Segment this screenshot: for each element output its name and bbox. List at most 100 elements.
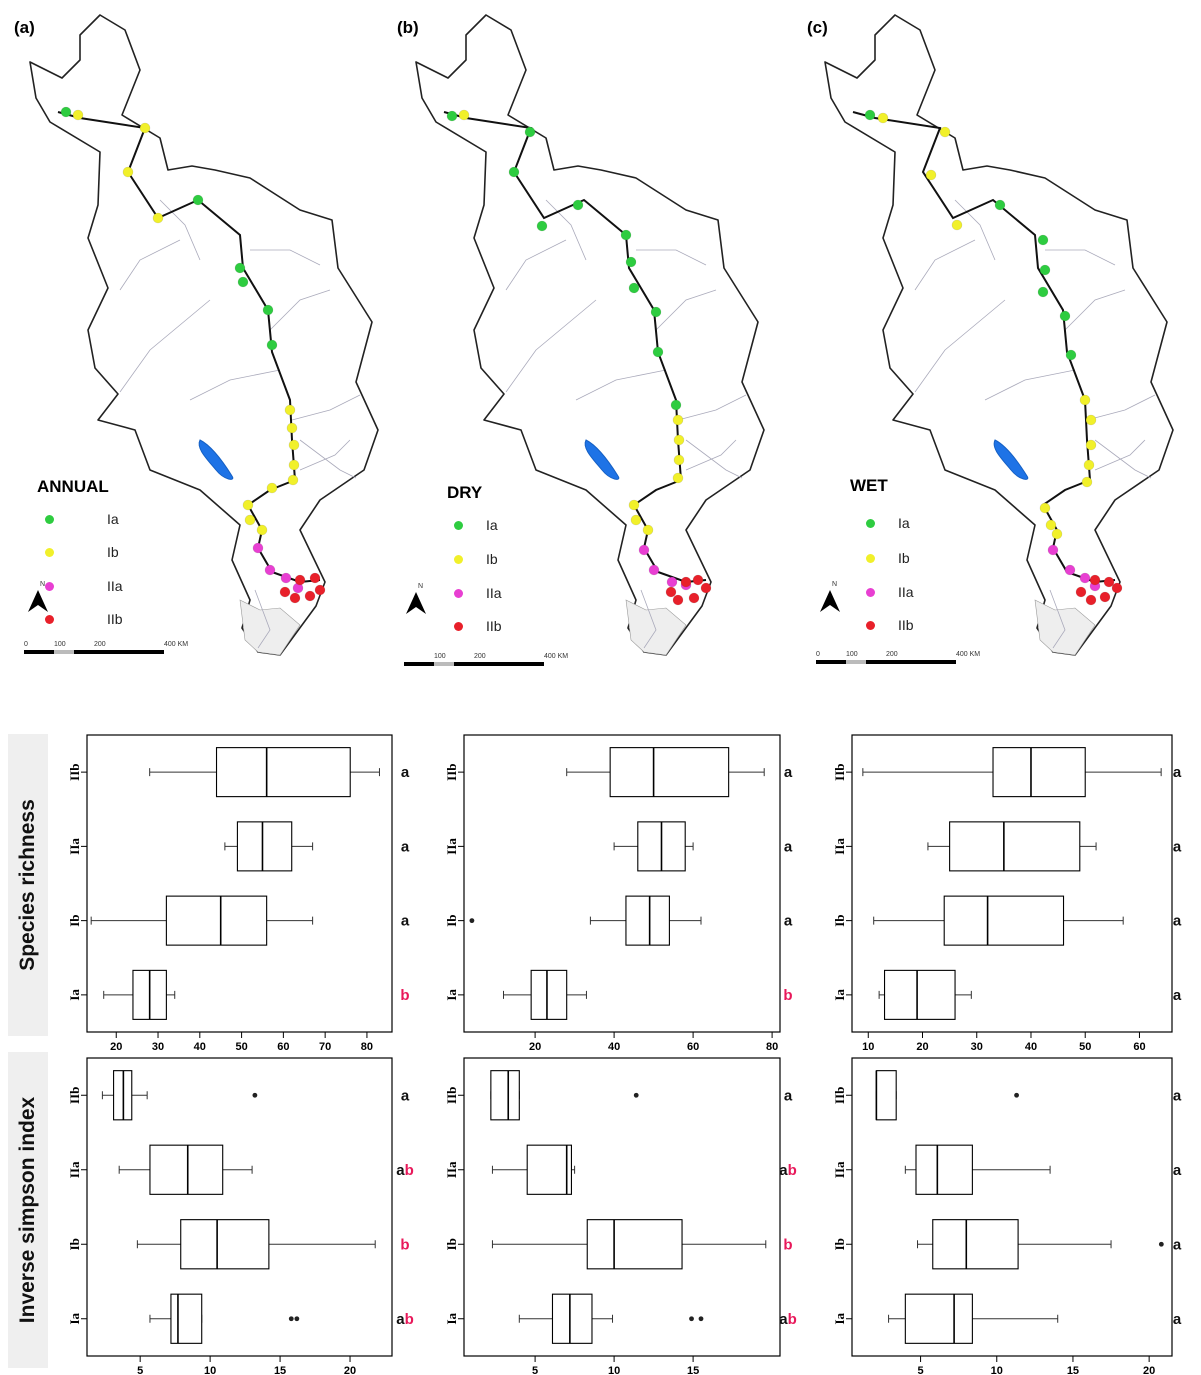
- significance-letter: ab: [396, 1311, 414, 1328]
- significance-letter: a: [1173, 1236, 1182, 1253]
- site-point: [672, 414, 684, 426]
- tributary: [119, 299, 211, 393]
- site-point: [877, 112, 889, 124]
- significance-letter: b: [783, 987, 792, 1004]
- scale-bar-segment: [886, 660, 956, 664]
- site-point: [666, 576, 678, 588]
- site-point: [665, 586, 677, 598]
- y-category-label: Ib: [444, 1238, 459, 1250]
- significance-letter-char: a: [1173, 913, 1182, 930]
- site-point: [1037, 234, 1049, 246]
- significance-letter-char: b: [400, 987, 409, 1004]
- site-point: [1075, 586, 1087, 598]
- basin-outline: [415, 14, 765, 656]
- tributary: [954, 199, 996, 261]
- x-tick-label: 70: [319, 1041, 331, 1053]
- significance-letter-char: b: [405, 1311, 414, 1328]
- legend-label-ib: Ib: [107, 544, 119, 560]
- significance-letter: a: [1173, 1311, 1182, 1328]
- box-Ib: Ib: [67, 895, 314, 946]
- box-IIb: IIb: [444, 1070, 639, 1121]
- basin-outline: [824, 14, 1174, 656]
- delta-area: [239, 599, 301, 656]
- scale-bar-segment: [24, 650, 54, 654]
- x-tick-label: 15: [1067, 1365, 1079, 1375]
- significance-letter-char: a: [1173, 1087, 1182, 1104]
- y-category-label: Ia: [67, 1312, 82, 1324]
- y-category-label: IIb: [832, 1087, 847, 1104]
- site-point: [1081, 476, 1093, 488]
- site-point: [122, 166, 134, 178]
- significance-letter-char: b: [400, 1236, 409, 1253]
- x-tick-label: 5: [918, 1365, 924, 1375]
- x-tick-label: 30: [152, 1041, 164, 1053]
- legend-dot-ia: [454, 521, 463, 530]
- site-point: [446, 110, 458, 122]
- box-IIb: IIb: [832, 747, 1162, 798]
- tributary: [269, 289, 331, 331]
- iqr-box: [165, 895, 268, 946]
- x-tick-label: 60: [1133, 1041, 1145, 1053]
- x-tick-label: 60: [687, 1041, 699, 1053]
- site-point: [72, 109, 84, 121]
- site-point: [652, 346, 664, 358]
- scale-bar-segment: [454, 662, 474, 666]
- significance-letter-char: b: [405, 1162, 414, 1179]
- box-Ia: Ia: [832, 1293, 1059, 1344]
- significance-letter-char: a: [779, 1162, 788, 1179]
- tributary: [1064, 289, 1126, 331]
- x-tick-label: 20: [916, 1041, 928, 1053]
- legend-dot-iia: [866, 588, 875, 597]
- significance-letter: b: [783, 1236, 792, 1253]
- site-point: [1089, 574, 1101, 586]
- scale-tick-label: 200: [886, 651, 898, 658]
- scale-tick-label: 200: [94, 641, 106, 648]
- x-tick-label: 10: [608, 1365, 620, 1375]
- legend-label-iia: IIa: [107, 578, 123, 594]
- panel-label-c: (c): [807, 18, 828, 37]
- legend-label-ia: Ia: [898, 515, 910, 531]
- x-tick-label: 5: [137, 1365, 143, 1375]
- site-point: [673, 454, 685, 466]
- x-tick-label: 15: [687, 1365, 699, 1375]
- significance-letter-char: a: [784, 1087, 793, 1104]
- site-point: [673, 434, 685, 446]
- significance-letter-char: a: [1173, 1162, 1182, 1179]
- site-point: [680, 576, 692, 588]
- x-tick-label: 10: [204, 1365, 216, 1375]
- x-tick-label: 5: [532, 1365, 538, 1375]
- significance-letter-char: a: [401, 913, 410, 930]
- box-Ib: Ib: [444, 1219, 767, 1270]
- significance-letter: b: [400, 1236, 409, 1253]
- tributary: [677, 394, 747, 421]
- iqr-box: [180, 1219, 270, 1270]
- x-tick-label: 50: [1079, 1041, 1091, 1053]
- significance-letter: b: [400, 987, 409, 1004]
- season-title-dry: DRY: [447, 483, 483, 502]
- tributary: [189, 369, 281, 401]
- box-Ib: Ib: [832, 1219, 1164, 1270]
- significance-letter-char: a: [784, 838, 793, 855]
- outlier-point: [252, 1092, 258, 1098]
- box-Ib: Ib: [832, 895, 1124, 946]
- significance-letter-char: a: [1173, 838, 1182, 855]
- y-category-label: IIb: [67, 763, 82, 780]
- site-point: [287, 474, 299, 486]
- site-point: [864, 109, 876, 121]
- iqr-box: [551, 1293, 593, 1344]
- boxplot-simpson-wet: 5 10 15 20 Ia a Ib a IIa a IIb a: [832, 1057, 1182, 1375]
- legend-dot-ib: [45, 548, 54, 557]
- significance-letter-char: a: [1173, 764, 1182, 781]
- iqr-box: [949, 821, 1081, 872]
- box-Ib: Ib: [67, 1219, 376, 1270]
- box-IIa: IIa: [67, 821, 314, 872]
- legend-dot-iib: [454, 622, 463, 631]
- site-point: [630, 514, 642, 526]
- site-point: [925, 169, 937, 181]
- iqr-box: [215, 747, 351, 798]
- tributary: [685, 439, 743, 479]
- site-point: [1085, 594, 1097, 606]
- north-label: N: [418, 583, 423, 590]
- iqr-box: [992, 747, 1086, 798]
